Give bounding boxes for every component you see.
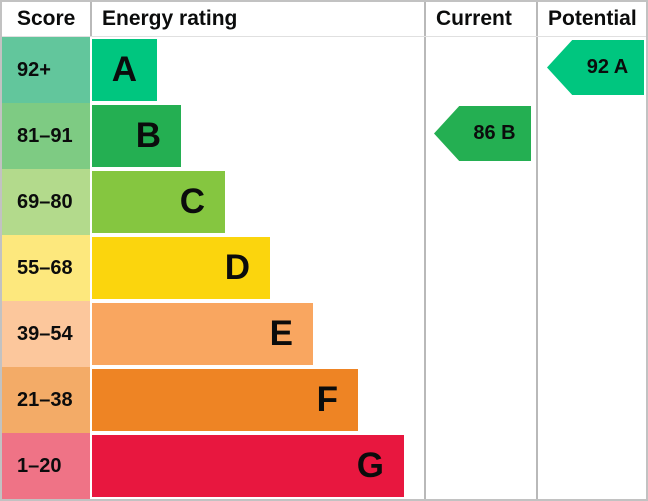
rating-bar-c: C — [92, 171, 225, 233]
current-rating-arrow: 86 B — [434, 106, 531, 161]
energy-cell-g: G — [90, 433, 424, 499]
rating-bar-b: B — [92, 105, 181, 167]
rating-bar-f: F — [92, 369, 358, 431]
chart-body: 92+ 81–91 69–80 55–68 39–54 21–38 1–20 A… — [2, 37, 646, 499]
header-potential: Potential — [536, 2, 646, 36]
potential-rating-arrow: 92 A — [547, 40, 644, 95]
rating-bar-d: D — [92, 237, 270, 299]
potential-column: 92 A — [536, 37, 646, 499]
current-column: 86 B — [424, 37, 536, 499]
energy-cell-c: C — [90, 169, 424, 235]
score-cell-g: 1–20 — [2, 433, 90, 499]
energy-cell-e: E — [90, 301, 424, 367]
energy-cell-b: B — [90, 103, 424, 169]
chart-header-row: Score Energy rating Current Potential — [2, 2, 646, 37]
score-cell-c: 69–80 — [2, 169, 90, 235]
score-cell-a: 92+ — [2, 37, 90, 103]
header-score: Score — [17, 7, 76, 30]
score-cell-e: 39–54 — [2, 301, 90, 367]
header-energy-rating: Energy rating — [90, 2, 424, 36]
current-rating-label: 86 B — [473, 122, 516, 144]
potential-rating-label: 92 A — [586, 56, 629, 78]
energy-cell-a: A — [90, 37, 424, 103]
rating-bar-a: A — [92, 39, 157, 101]
rating-bar-e: E — [92, 303, 313, 365]
header-current: Current — [424, 2, 536, 36]
rating-bar-g: G — [92, 435, 404, 497]
energy-cell-f: F — [90, 367, 424, 433]
energy-cell-d: D — [90, 235, 424, 301]
score-cell-d: 55–68 — [2, 235, 90, 301]
score-cell-f: 21–38 — [2, 367, 90, 433]
score-cell-b: 81–91 — [2, 103, 90, 169]
